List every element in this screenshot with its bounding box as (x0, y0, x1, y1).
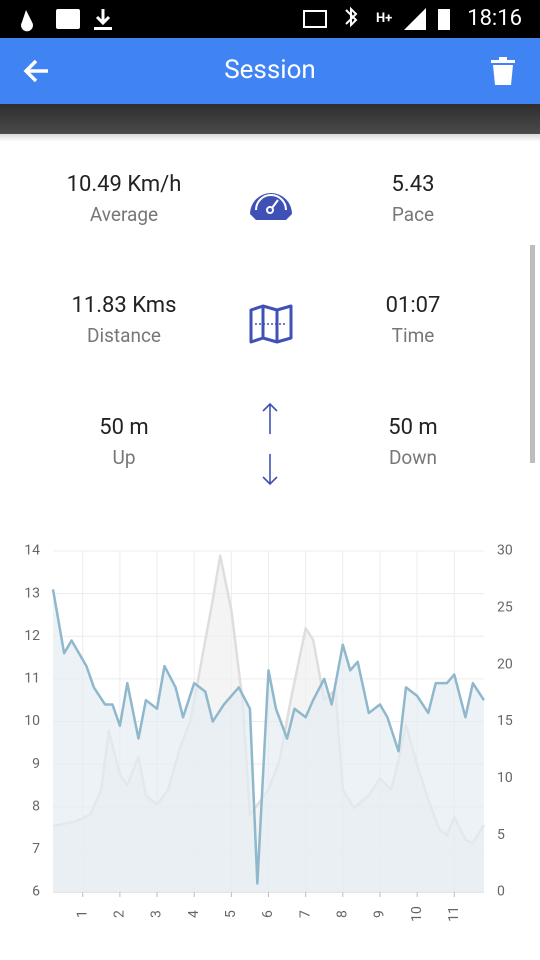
stat: 50 m Down (313, 415, 513, 469)
stat-value: 50 m (99, 415, 149, 440)
stat: 50 m Up (24, 415, 224, 469)
stat: 10.49 Km/h Average (24, 172, 224, 226)
clock: 18:16 (467, 6, 522, 31)
x-tick-label: 1 (74, 910, 90, 918)
stat-value: 5.43 (391, 172, 435, 197)
stat-value: 10.49 Km/h (66, 172, 182, 197)
stat-value: 01:07 (385, 293, 441, 318)
y-tick-label: 9 (32, 756, 40, 772)
y-tick-label: 6 (32, 884, 40, 900)
status-icons-left (21, 9, 112, 32)
speed-icon (250, 193, 292, 220)
y2-tick-label: 10 (497, 770, 513, 786)
x-tick-label: 6 (260, 910, 276, 918)
x-tick-label: 7 (297, 910, 313, 918)
scrollbar[interactable] (530, 245, 535, 463)
area-fill (53, 589, 484, 892)
y-tick-label: 14 (24, 543, 40, 559)
stat: 01:07 Time (313, 293, 513, 347)
y-tick-label: 8 (32, 798, 40, 814)
header-strip (0, 104, 540, 134)
app-bar: Session (0, 38, 540, 104)
delete-button[interactable] (491, 57, 517, 87)
y-tick-label: 11 (24, 671, 40, 687)
x-tick-label: 9 (372, 910, 388, 918)
y2-tick-label: 0 (497, 884, 505, 900)
y2-tick-label: 30 (497, 543, 513, 559)
x-tick-label: 5 (223, 910, 239, 918)
stat-label: Pace (391, 203, 435, 226)
stat-value: 11.83 Kms (71, 293, 177, 318)
y-tick-label: 7 (32, 841, 40, 857)
x-tick-label: 11 (446, 906, 462, 922)
status-bar: H+ 18:16 (0, 0, 540, 38)
stat-label: Average (89, 203, 159, 226)
y-tick-label: 13 (24, 585, 40, 601)
y-tick-label: 10 (24, 713, 40, 729)
y2-tick-label: 20 (497, 656, 513, 672)
y-tick-label: 12 (24, 628, 40, 644)
x-tick-label: 10 (409, 906, 425, 922)
back-button[interactable] (22, 56, 52, 86)
stat: 5.43 Pace (313, 172, 513, 226)
stat-value: 50 m (388, 415, 438, 440)
map-icon (249, 304, 293, 344)
series-line (51, 589, 486, 885)
app-title: Session (224, 55, 316, 85)
stat-label: Time (391, 324, 435, 347)
y2-tick-label: 15 (497, 713, 513, 729)
x-tick-label: 4 (186, 910, 202, 918)
y2-tick-label: 25 (497, 600, 513, 616)
up-down-icon (262, 402, 278, 486)
x-tick-label: 3 (149, 910, 165, 918)
svg-text:H+: H+ (376, 11, 392, 26)
stat: 11.83 Kms Distance (24, 293, 224, 347)
stat-label: Down (388, 446, 438, 469)
stat-label: Up (112, 446, 136, 469)
status-icons-right: H+ (303, 6, 450, 30)
stat-label: Distance (87, 324, 161, 347)
x-tick-label: 2 (112, 910, 128, 918)
shadow (0, 134, 540, 142)
y2-tick-label: 5 (497, 827, 505, 843)
x-tick-label: 8 (335, 910, 351, 918)
